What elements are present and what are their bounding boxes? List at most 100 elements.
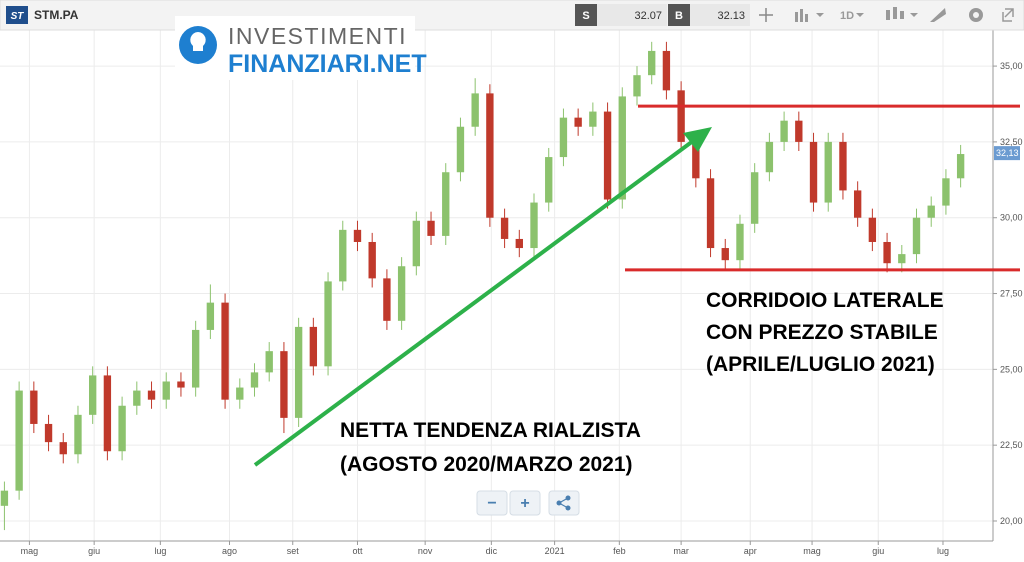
x-tick-label: giu xyxy=(872,546,884,556)
last-price-label: 32,13 xyxy=(996,148,1019,158)
annotation: NETTA TENDENZA RIALZISTA xyxy=(340,419,641,442)
sell-box xyxy=(597,4,667,26)
candle-body xyxy=(692,141,700,179)
share-icon xyxy=(556,495,571,511)
sell-button[interactable] xyxy=(575,4,597,26)
candle-body xyxy=(530,202,538,249)
candle-body xyxy=(633,75,641,97)
candle-body xyxy=(412,220,421,267)
candle-body xyxy=(44,423,53,443)
candle-body xyxy=(147,390,156,400)
candle-body xyxy=(706,178,715,249)
interval[interactable]: 1D xyxy=(840,10,854,22)
crosshair-icon[interactable] xyxy=(759,8,773,22)
candle-body xyxy=(559,117,568,158)
y-tick-label: 22,50 xyxy=(1000,440,1023,450)
watermark-line1: INVESTIMENTI xyxy=(228,23,407,49)
annotation: (AGOSTO 2020/MARZO 2021) xyxy=(340,453,633,476)
dropdown-icon[interactable] xyxy=(856,13,864,17)
candle-body xyxy=(162,381,170,400)
y-tick-label: 32,50 xyxy=(1000,137,1023,147)
buy-button[interactable] xyxy=(668,4,690,26)
candle-body xyxy=(353,229,362,242)
draw-icon[interactable] xyxy=(930,8,946,22)
candle-body xyxy=(809,141,818,203)
candle-body xyxy=(118,405,126,452)
candle-body xyxy=(780,120,788,142)
x-tick-label: lug xyxy=(154,546,166,556)
logo-text: ST xyxy=(11,11,25,22)
candle-body xyxy=(515,238,523,249)
candle-body xyxy=(397,266,406,321)
x-tick-label: feb xyxy=(613,546,626,556)
candle-body xyxy=(265,351,273,373)
candle-body xyxy=(956,154,965,179)
chart-type-icon[interactable] xyxy=(795,9,824,22)
candle-body xyxy=(221,302,229,400)
y-tick-label: 25,00 xyxy=(1000,364,1023,374)
candle-body xyxy=(574,117,582,127)
x-tick-label: nov xyxy=(418,546,433,556)
candle-body xyxy=(677,90,685,142)
x-tick-label: dic xyxy=(486,546,498,556)
buy-label: B xyxy=(675,10,683,22)
candle-body xyxy=(942,178,950,206)
sell-label: S xyxy=(582,10,589,22)
plot-area xyxy=(0,30,997,545)
y-tick-label: 35,00 xyxy=(1000,61,1023,71)
candle-body xyxy=(765,141,774,173)
zoom-in-label: + xyxy=(520,495,529,512)
popout-icon[interactable] xyxy=(1002,8,1014,22)
y-tick-label: 27,50 xyxy=(1000,289,1023,299)
candle-body xyxy=(59,442,67,455)
x-tick-label: 2021 xyxy=(545,546,565,556)
candle-body xyxy=(368,241,376,279)
candle-body xyxy=(868,217,877,242)
candle-body xyxy=(250,372,259,388)
candle-body xyxy=(545,157,553,203)
candle-body xyxy=(177,381,185,388)
candle-body xyxy=(89,375,97,415)
candle-body xyxy=(883,241,891,264)
candle-body xyxy=(0,490,9,506)
candle-body xyxy=(294,326,303,418)
last-price-tag xyxy=(994,146,1020,161)
candle-body xyxy=(500,217,509,239)
x-tick-label: ott xyxy=(352,546,363,556)
candle-body xyxy=(236,387,244,400)
candle-body xyxy=(662,50,671,91)
zoom-out-button[interactable] xyxy=(476,490,508,516)
share-button[interactable] xyxy=(548,490,580,516)
candle-body xyxy=(206,302,215,330)
candle-body xyxy=(30,390,38,424)
candle-body xyxy=(824,141,832,203)
x-tick-label: lug xyxy=(937,546,949,556)
x-tick-label: apr xyxy=(744,546,757,556)
candle-body xyxy=(589,111,597,127)
x-tick-label: mar xyxy=(673,546,689,556)
candle-body xyxy=(736,223,744,261)
candle-body xyxy=(603,111,612,200)
candle-body xyxy=(456,126,465,173)
annotation: (APRILE/LUGLIO 2021) xyxy=(706,353,935,376)
annotation: CON PREZZO STABILE xyxy=(706,321,938,344)
candle-body xyxy=(324,281,332,367)
candle-body xyxy=(795,120,803,142)
x-tick-label: giu xyxy=(88,546,100,556)
zoom-in-button[interactable] xyxy=(509,490,541,516)
watermark-line2: FINANZIARI.NET xyxy=(228,50,427,78)
bulb-icon xyxy=(190,32,206,51)
x-tick-label: set xyxy=(287,546,300,556)
annotation: CORRIDOIO LATERALE xyxy=(706,289,944,312)
trend-arrow xyxy=(253,127,712,467)
indicator-icon[interactable] xyxy=(886,7,918,20)
candle-body xyxy=(191,329,200,388)
candle-body xyxy=(309,326,318,367)
y-tick-label: 30,00 xyxy=(1000,213,1023,223)
y-tick-label: 20,00 xyxy=(1000,516,1023,526)
candle-body xyxy=(427,220,435,236)
x-tick-label: mag xyxy=(21,546,39,556)
x-tick-label: mag xyxy=(803,546,821,556)
